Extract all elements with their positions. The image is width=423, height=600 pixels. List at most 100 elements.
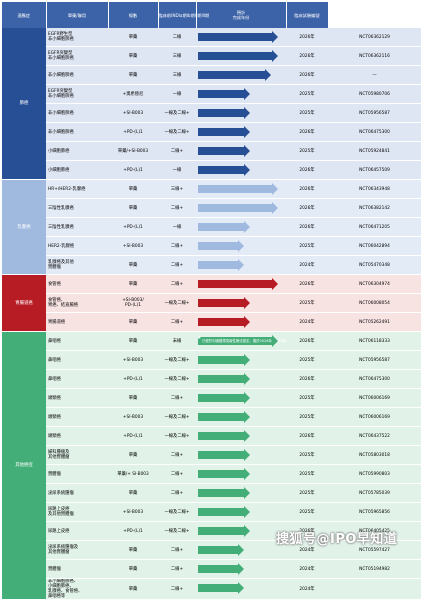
year-cell: 2026年	[286, 122, 328, 142]
year-cell: 2025年	[286, 103, 328, 123]
table-row: 胃腸道癌 單藥 二線+ 2024年 NCT05262491	[2, 312, 421, 332]
indication-cell: 三陰性乳腺癌	[46, 198, 108, 218]
year-cell: 2026年	[286, 369, 328, 389]
phase-progress-bar	[198, 278, 278, 290]
combo-cell: +PD-(L)1	[108, 160, 158, 180]
year-cell: 2026年	[286, 521, 328, 541]
phase-bar-cell	[196, 198, 286, 218]
year-cell: 2026年	[286, 426, 328, 446]
phase-progress-bar: ★已經於中國獲得突破性療法認定，擬於2024年4月申請新藥上市	[197, 335, 286, 347]
indication-cell: 非小細胞肺癌	[46, 65, 108, 85]
phase-bar-cell	[196, 312, 286, 332]
year-cell: 2024年	[286, 312, 328, 332]
header-nct: 臨床試驗編號	[286, 2, 329, 28]
phase-bar-cell	[196, 369, 286, 389]
table-row: 尿路上皮癌 及其他實體瘤 +SI-B003 一線及二線+ 2025年 NCT059658…	[2, 502, 421, 522]
phase-progress-bar	[198, 240, 244, 252]
phase-progress-bar	[198, 525, 251, 537]
nct-cell: NCT05194982	[328, 559, 421, 579]
combo-cell: 單藥	[108, 255, 158, 275]
nct-cell: NCT06437522	[328, 426, 421, 446]
line-cell: 二線+	[158, 255, 196, 275]
table-row: 婦科腫瘤及 其他實體瘤 單藥 二線+ 2025年 NCT05803018	[2, 445, 421, 465]
phase-bar-cell	[196, 445, 286, 465]
phase-bar-cell: ★已經於中國獲得突破性療法認定，擬於2024年4月申請新藥上市	[196, 331, 286, 351]
table-header: 適應症 適應症 單藥/聯用 線數 臨床前 IND Ia期 Ib期 II期 III…	[2, 2, 421, 28]
phase-progress-bar	[198, 563, 244, 575]
combo-cell: +PD-(L)1	[108, 521, 158, 541]
combo-cell: +SI-B003	[108, 407, 158, 427]
year-cell: 2024年	[286, 255, 328, 275]
phase-progress-bar	[198, 145, 251, 157]
phase-bar-cell	[196, 103, 286, 123]
indication-cell: HER2-乳腺癌	[46, 236, 108, 256]
phase-bar-cell	[196, 65, 286, 85]
phase-bar-cell	[196, 350, 286, 370]
combo-cell: +SI-B003	[108, 350, 158, 370]
phase-progress-bar	[198, 50, 278, 62]
indication-cell: 實體瘤	[46, 559, 108, 579]
combo-cell: +SI-B003/ PD-(L)1	[108, 293, 158, 313]
phase-bar-cell	[196, 141, 286, 161]
phase-progress-bar	[198, 202, 278, 214]
phase-progress-bar	[198, 88, 251, 100]
table-row: 非小細胞肺癌、 小細胞肺癌、 乳腺癌、食管癌、 鼻咽癌等 單藥 二線+ 2024年	[2, 578, 421, 600]
year-cell: 2026年	[286, 46, 328, 66]
phase-progress-bar	[198, 297, 251, 309]
group-label: 肺癌	[2, 28, 46, 180]
indication-cell: 婦科腫瘤及 其他實體瘤	[46, 445, 108, 465]
nct-cell: —	[328, 65, 421, 85]
nct-cell: NCT06118333	[328, 331, 421, 351]
year-cell: 2026年	[286, 28, 328, 47]
combo-cell: 單藥	[108, 312, 158, 332]
line-cell: 二線+	[158, 141, 196, 161]
line-cell: 三線	[158, 65, 196, 85]
year-cell: 2026年	[286, 217, 328, 237]
phase-bar-cell	[196, 407, 286, 427]
line-cell: 二線+	[158, 464, 196, 484]
combo-cell: 單藥	[108, 65, 158, 85]
phase-progress-bar	[198, 69, 272, 81]
year-cell: 2026年	[286, 198, 328, 218]
year-cell: 2025年	[286, 388, 328, 408]
combo-cell: 單藥	[108, 331, 158, 351]
phase-progress-bar	[198, 316, 251, 328]
group-label: 其他癌症	[2, 331, 46, 600]
indication-cell: 頭頸癌	[46, 426, 108, 446]
nct-cell: NCT05785039	[328, 483, 421, 503]
indication-cell: 非小細胞肺癌	[46, 122, 108, 142]
line-cell: 一線及二線+	[158, 502, 196, 522]
table-row: 三陰性乳腺癌 單藥 二線+ 2026年 NCT06382142	[2, 198, 421, 218]
nct-cell: NCT06457509	[328, 160, 421, 180]
line-cell: 二線+	[158, 578, 196, 600]
indication-cell: 食管癌	[46, 274, 108, 294]
header-line: 線數	[108, 2, 159, 28]
combo-cell: 單藥	[108, 388, 158, 408]
nct-cell: NCT05965856	[328, 502, 421, 522]
phase-bar-cell	[196, 217, 286, 237]
indication-cell: 鼻咽癌	[46, 331, 108, 351]
phase-bar-cell	[196, 28, 286, 47]
header-ph3: III期	[201, 12, 210, 18]
indication-cell: 食管癌、 胃癌、結直腸癌	[46, 293, 108, 313]
indication-cell: 頭頸癌	[46, 388, 108, 408]
year-cell: 2025年	[286, 84, 328, 104]
phase-bar-cell	[196, 236, 286, 256]
table-row: 尿路上皮癌 +PD-(L)1 一線及二線+ 2026年 NCT06405425	[2, 521, 421, 541]
combo-cell: 單藥	[108, 445, 158, 465]
table-row: 胃腸道癌 食管癌 單藥 二線+ 2026年 NCT06304974	[2, 274, 421, 332]
nct-cell: NCT05980706	[328, 84, 421, 104]
combo-cell: 單藥	[108, 559, 158, 579]
line-cell: 一線及二線+	[158, 426, 196, 446]
phase-progress-bar	[198, 430, 251, 442]
phase-progress-bar	[198, 259, 244, 271]
combo-cell: 單藥	[108, 28, 158, 47]
nct-cell: NCT06362129	[328, 28, 421, 47]
phase-progress-bar	[198, 392, 251, 404]
header-ind: IND	[171, 12, 179, 18]
phase-progress-bar	[198, 487, 251, 499]
indication-cell: EGFR突變型 非小細胞肺癌	[46, 84, 108, 104]
year-cell: 2024年	[286, 578, 328, 600]
indication-cell: 鼻咽癌	[46, 350, 108, 370]
